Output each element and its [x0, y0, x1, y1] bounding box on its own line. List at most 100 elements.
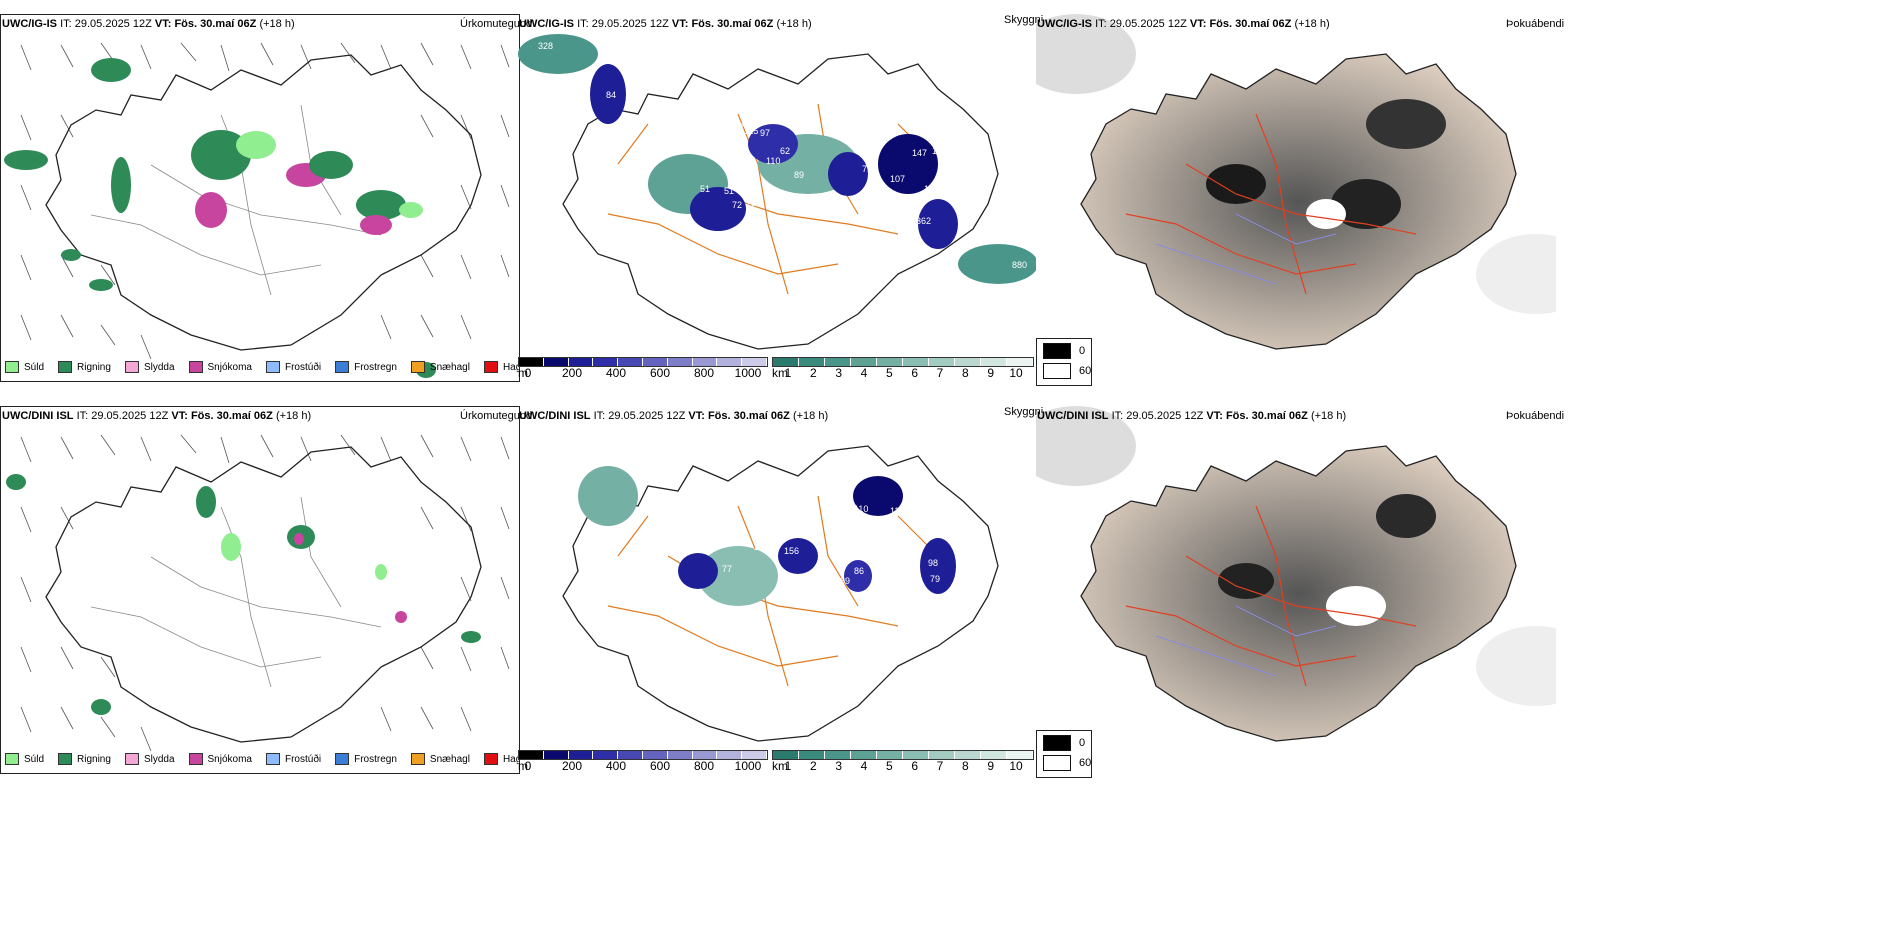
scale-swatch [981, 358, 1007, 366]
scale-swatch [717, 358, 743, 366]
legend-swatch [58, 753, 73, 765]
legend-swatch [410, 361, 425, 373]
scale-swatch [593, 358, 619, 366]
scale-swatch [543, 358, 569, 366]
scale-tick-label: 7 [936, 759, 944, 773]
scale-swatch [519, 358, 544, 366]
scale-swatch [903, 751, 929, 759]
ceiling-value-label: 79 [744, 284, 754, 294]
legend-item: Súld [5, 753, 44, 765]
scale-tick-label: 1000 [734, 366, 762, 380]
ceiling-value-label: 115 [626, 68, 640, 78]
ceiling-value-label: 16 [856, 134, 866, 144]
ceiling-value-label: 259 [754, 542, 769, 552]
scale-tick-label: 6 [911, 366, 918, 380]
ceiling-value-label: 107 [890, 174, 905, 184]
visibility-scalebar-bottom [772, 750, 1034, 760]
scale-swatch [642, 358, 668, 366]
legend-swatch [5, 753, 19, 765]
ceiling-value-label: 62 [780, 146, 790, 156]
scale-swatch [903, 358, 929, 366]
panel-param-fog-top: Þokuábendi [1506, 18, 1565, 30]
scale-tick-label: 0 [524, 759, 532, 773]
precip-type-map-top [4, 42, 510, 378]
ceiling-value-label: 119 [932, 146, 946, 156]
scale-tick-label: 4 [860, 366, 868, 380]
legend-item: Snæhagl [410, 753, 470, 765]
legend-swatch [335, 361, 350, 373]
panel-param-clouds-top: Skyggni [1004, 14, 1044, 26]
ceiling-value-label: 25 [728, 108, 738, 118]
ceiling-value-label: 97 [760, 128, 770, 138]
ceiling-value-label: 108 [898, 198, 913, 208]
scale-tick-label: 6 [911, 759, 918, 773]
ceiling-scalebar-bottom [518, 750, 768, 760]
scale-swatch [825, 358, 851, 366]
ceiling-map-bottom: 110 115 89 77 259 156 69 43 98 79 86 122 35 12 [562, 445, 999, 742]
ceiling-value-label: 89 [794, 170, 804, 180]
legend-swatch [483, 361, 498, 373]
ceiling-value-label: 86 [854, 566, 864, 576]
legend-item: Haglél [483, 361, 519, 373]
ceiling-value-label: 115 [890, 506, 904, 516]
legend-swatch [265, 361, 280, 373]
precip-type-panel-top: Súld Rigning Slydda Snjókoma Frostúði Frostre… [0, 14, 520, 382]
scale-tick-label: 9 [987, 366, 994, 380]
legend-label: Slydda [143, 753, 175, 765]
ceiling-value-label: 156 [784, 546, 799, 556]
scale-swatch [877, 358, 903, 366]
legend-label: Haglél [502, 753, 520, 765]
legend-item: Rigning [58, 361, 111, 373]
fog-panel-bottom [1036, 406, 1556, 772]
legend-item: Frostregn [335, 753, 397, 765]
scale-swatch [717, 751, 743, 759]
scale-swatch [618, 751, 643, 759]
legend-item: Snjókoma [188, 361, 252, 373]
scale-tick-label: 400 [605, 759, 627, 773]
scale-tick-label: 2 [809, 366, 817, 380]
ceiling-value-label: 67 [642, 68, 652, 78]
ceiling-value-label: 72 [732, 200, 742, 210]
scale-swatch [568, 751, 594, 759]
legend-label: Súld [24, 361, 45, 373]
ceiling-value-label: 102 [924, 184, 939, 194]
legend-swatch [265, 753, 280, 765]
panel-title-row2-p3: UWC/DINI ISL IT: 29.05.2025 12Z VT: Fös.… [1037, 410, 1347, 422]
ceiling-value-label: 362 [916, 216, 931, 226]
precip-legend: Súld Rigning Slydda Snjókoma Frostúði Frostre… [5, 361, 519, 373]
legend-swatch [58, 361, 73, 373]
ceiling-value-label: 37 [880, 80, 890, 90]
legend-label: Frostregn [354, 753, 397, 765]
scale-tick-label: 1 [784, 759, 792, 773]
ceiling-value-label: 115 [744, 126, 758, 136]
scale-tick-label: 600 [649, 759, 671, 773]
ceiling-value-label: 110 [854, 504, 868, 514]
ceiling-value-label: 71 [862, 164, 872, 174]
scale-swatch [851, 358, 877, 366]
legend-item: Haglél [483, 753, 520, 765]
ceiling-value-label: 12 [728, 612, 738, 622]
scale-tick-label: 200 [561, 366, 583, 380]
panel-param-clouds-bottom: Skyggni [1004, 406, 1044, 418]
visibility-scale-labels-top: km 1 2 3 4 5 6 7 8 9 10 [772, 366, 1023, 380]
scale-tick-label: 2 [809, 759, 817, 773]
fog-map-top [1036, 14, 1556, 350]
ceiling-value-label: 79 [930, 574, 940, 584]
fog-legend-bottom: 0 60 [1036, 730, 1092, 778]
ceiling-value-label: 78 [736, 174, 746, 184]
ceiling-value-label: 51 [700, 184, 710, 194]
scale-tick-label: 800 [693, 366, 715, 380]
panel-title-row1-p1: UWC/IG-IS IT: 29.05.2025 12Z VT: Fös. 30… [2, 18, 295, 30]
scale-swatch [981, 751, 1007, 759]
scale-tick-label: 1 [784, 366, 792, 380]
scale-tick-label: 600 [649, 366, 671, 380]
legend-label: Slydda [143, 361, 175, 373]
fog-map-bottom [1036, 406, 1556, 742]
scale-tick-label: 10 [1009, 759, 1023, 773]
scale-swatch [825, 751, 851, 759]
visibility-scale-labels-bottom: km 1 2 3 4 5 6 7 8 9 10 [772, 759, 1023, 773]
scale-tick-label: 8 [961, 366, 969, 380]
legend-swatch [188, 753, 203, 765]
scale-swatch [773, 358, 799, 366]
